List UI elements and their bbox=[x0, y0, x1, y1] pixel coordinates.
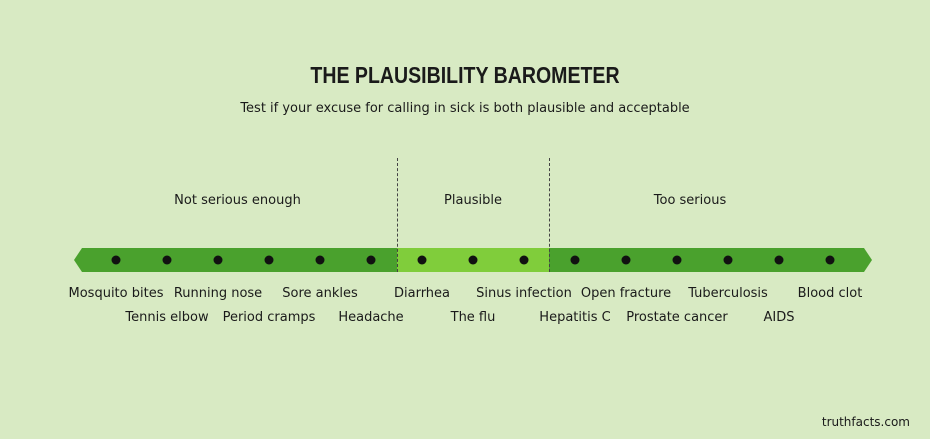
item-label: Sore ankles bbox=[282, 286, 358, 301]
divider-right bbox=[549, 158, 550, 272]
item-dot bbox=[621, 255, 631, 265]
segment-not-serious bbox=[74, 248, 397, 272]
item-dot bbox=[774, 255, 784, 265]
item-dot bbox=[111, 255, 121, 265]
item-dot bbox=[468, 255, 478, 265]
item-label: Blood clot bbox=[797, 286, 863, 301]
item-dot bbox=[672, 255, 682, 265]
item-dot bbox=[417, 255, 427, 265]
item-dot bbox=[366, 255, 376, 265]
item-dot bbox=[315, 255, 325, 265]
item-dot bbox=[519, 255, 529, 265]
credit: truthfacts.com bbox=[821, 415, 910, 429]
item-dot bbox=[264, 255, 274, 265]
zone-label-not-serious: Not serious enough bbox=[174, 193, 301, 208]
page-title: THE PLAUSIBILITY BAROMETER bbox=[310, 62, 620, 88]
item-label: Tennis elbow bbox=[125, 310, 209, 325]
item-label: Mosquito bites bbox=[68, 286, 164, 301]
item-dot bbox=[825, 255, 835, 265]
item-label: Hepatitis C bbox=[539, 310, 611, 325]
item-label: The flu bbox=[450, 310, 496, 325]
item-label: Headache bbox=[338, 310, 404, 325]
item-dot bbox=[723, 255, 733, 265]
item-label: Prostate cancer bbox=[626, 310, 728, 325]
subtitle: Test if your excuse for calling in sick … bbox=[240, 101, 690, 116]
item-label: Tuberculosis bbox=[688, 286, 768, 301]
item-label: Open fracture bbox=[580, 286, 672, 301]
item-dot bbox=[162, 255, 172, 265]
item-dot bbox=[213, 255, 223, 265]
item-label: Diarrhea bbox=[393, 286, 451, 301]
divider-left bbox=[397, 158, 398, 272]
segment-too-serious bbox=[549, 248, 872, 272]
item-label: Sinus infection bbox=[476, 286, 572, 301]
item-label: Period cramps bbox=[222, 310, 316, 325]
item-dot bbox=[570, 255, 580, 265]
zone-label-plausible: Plausible bbox=[444, 193, 502, 208]
zone-label-too-serious: Too serious bbox=[653, 193, 727, 208]
item-label: Running nose bbox=[173, 286, 263, 301]
item-label: AIDS bbox=[763, 310, 795, 325]
